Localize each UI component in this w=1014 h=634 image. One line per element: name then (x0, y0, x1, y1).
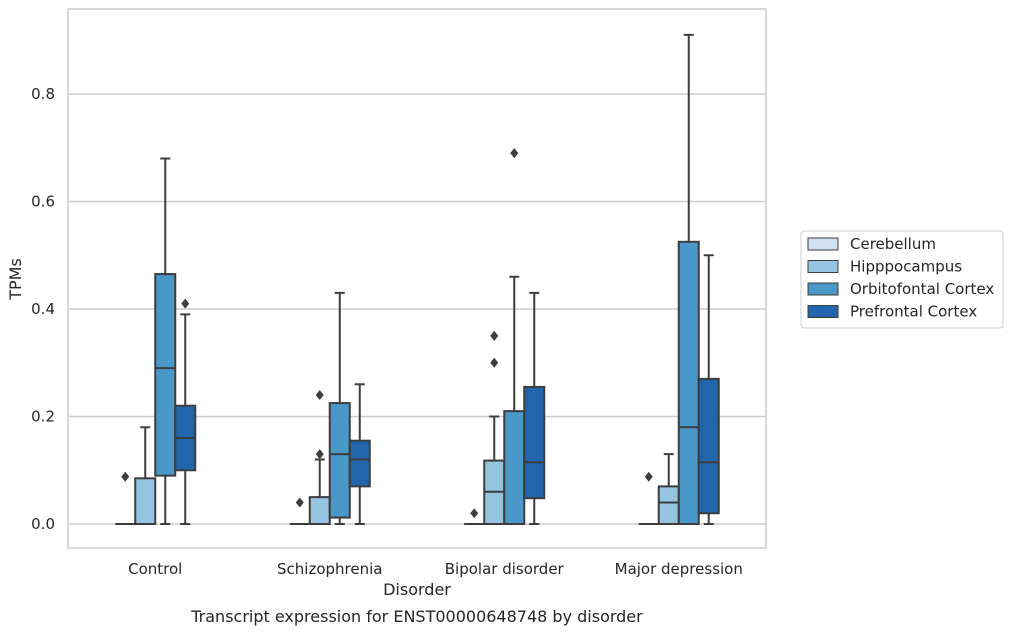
y-tick-label: 0.2 (31, 408, 55, 426)
box-1-2 (328, 291, 351, 525)
x-tick-label: Major depression (615, 560, 743, 578)
box-body (657, 485, 680, 525)
y-tick-label: 0.8 (31, 85, 55, 103)
legend-swatch (807, 282, 839, 296)
box-1-1 (308, 390, 331, 525)
box-0-1 (134, 426, 157, 525)
y-axis-title: TPMs (6, 258, 25, 301)
outlier-marker (510, 148, 519, 159)
box-2-0 (464, 508, 485, 525)
legend-label: Prefrontal Cortex (850, 303, 977, 321)
legend-frame (800, 230, 1004, 329)
box-3-0 (638, 471, 659, 525)
box-3-3 (697, 254, 720, 525)
box-body (503, 410, 526, 525)
x-tick-labels: Control Schizophrenia Bipolar disorder Majo… (128, 560, 743, 578)
outlier-marker (490, 357, 499, 368)
box-body (328, 402, 351, 519)
box-1-0 (289, 497, 310, 525)
outlier-marker (470, 508, 479, 519)
box-0-2 (154, 157, 177, 525)
box-body (308, 496, 331, 525)
box-body (523, 385, 546, 500)
x-tick-label: Control (128, 560, 182, 578)
box-body (348, 439, 371, 488)
legend-label: Orbitofontal Cortex (850, 280, 994, 298)
y-tick-label: 0.4 (31, 300, 55, 318)
x-axis-title: Disorder (383, 580, 451, 599)
box-3-2 (677, 33, 700, 525)
box-3-1 (657, 453, 680, 525)
box-2-2 (503, 148, 526, 525)
outlier-marker (315, 449, 324, 460)
plot-frame (67, 8, 767, 549)
outlier-marker (295, 497, 304, 508)
y-tick-label: 0.0 (31, 515, 55, 533)
x-tick-label: Schizophrenia (277, 560, 382, 578)
outlier-marker (315, 390, 324, 400)
box-body (677, 240, 700, 525)
legend-swatch (807, 260, 839, 273)
legend-swatch (807, 305, 839, 318)
outlier-marker (121, 471, 130, 482)
box-2-1 (483, 330, 506, 526)
x-tick-label: Bipolar disorder (445, 560, 565, 578)
box-body (697, 377, 720, 515)
plot-boxes (115, 33, 720, 526)
outlier-marker (181, 298, 190, 309)
box-0-0 (115, 471, 136, 525)
box-body (154, 273, 177, 477)
chart-caption: Transcript expression for ENST0000064874… (190, 607, 643, 626)
legend: Cerebellum Hipppocampus Orbitofontal Corte… (800, 230, 1004, 329)
y-tick-label: 0.6 (31, 193, 55, 211)
y-tick-labels: 0.0 0.2 0.4 0.6 0.8 (31, 85, 55, 533)
box-2-3 (523, 291, 546, 525)
box-body (134, 477, 157, 525)
outlier-marker (490, 330, 499, 341)
legend-label: Hipppocampus (850, 258, 962, 276)
box-1-3 (348, 383, 371, 525)
outlier-marker (644, 471, 653, 482)
legend-label: Cerebellum (850, 235, 936, 253)
box-0-3 (174, 298, 197, 525)
legend-swatch (807, 237, 839, 251)
